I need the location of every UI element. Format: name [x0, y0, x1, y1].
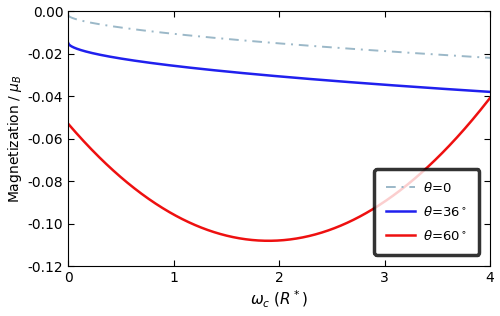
- $\theta$=36$^\circ$: [256, 73, 262, 76]
- $\theta$=36$^\circ$: [487, 90, 493, 94]
- X-axis label: $\omega_c$ $(R^*)$: $\omega_c$ $(R^*)$: [250, 289, 308, 310]
- $\theta$=60$^\circ$: [140, 193, 146, 197]
- $\theta$=60$^\circ$: [314, 232, 320, 236]
- Line: $\theta$=0: $\theta$=0: [68, 15, 490, 58]
- $\theta$=60$^\circ$: [384, 198, 390, 202]
- $\theta$=60$^\circ$: [256, 239, 262, 242]
- $\theta$=0: [383, 49, 389, 53]
- $\theta$=36$^\circ$: [140, 60, 146, 64]
- $\theta$=60$^\circ$: [65, 122, 71, 126]
- $\theta$=60$^\circ$: [174, 214, 180, 218]
- $\theta$=0: [347, 47, 353, 51]
- $\theta$=36$^\circ$: [65, 41, 71, 45]
- $\theta$=0: [314, 44, 320, 48]
- $\theta$=36$^\circ$: [314, 78, 320, 82]
- $\theta$=0: [256, 40, 262, 44]
- Line: $\theta$=36$^\circ$: $\theta$=36$^\circ$: [68, 43, 490, 92]
- Y-axis label: Magnetization / $\mu_B$: Magnetization / $\mu_B$: [6, 74, 24, 203]
- $\theta$=60$^\circ$: [487, 96, 493, 100]
- $\theta$=0: [65, 13, 71, 17]
- $\theta$=0: [487, 56, 493, 60]
- $\theta$=60$^\circ$: [348, 219, 354, 223]
- $\theta$=36$^\circ$: [347, 80, 353, 84]
- Legend: $\theta$=0, $\theta$=36$^\circ$, $\theta$=60$^\circ$: $\theta$=0, $\theta$=36$^\circ$, $\theta…: [374, 169, 480, 255]
- $\theta$=36$^\circ$: [383, 83, 389, 87]
- Line: $\theta$=60$^\circ$: $\theta$=60$^\circ$: [68, 98, 490, 241]
- $\theta$=0: [174, 32, 180, 36]
- $\theta$=36$^\circ$: [174, 64, 180, 68]
- $\theta$=60$^\circ$: [266, 239, 272, 243]
- $\theta$=0: [140, 28, 146, 32]
